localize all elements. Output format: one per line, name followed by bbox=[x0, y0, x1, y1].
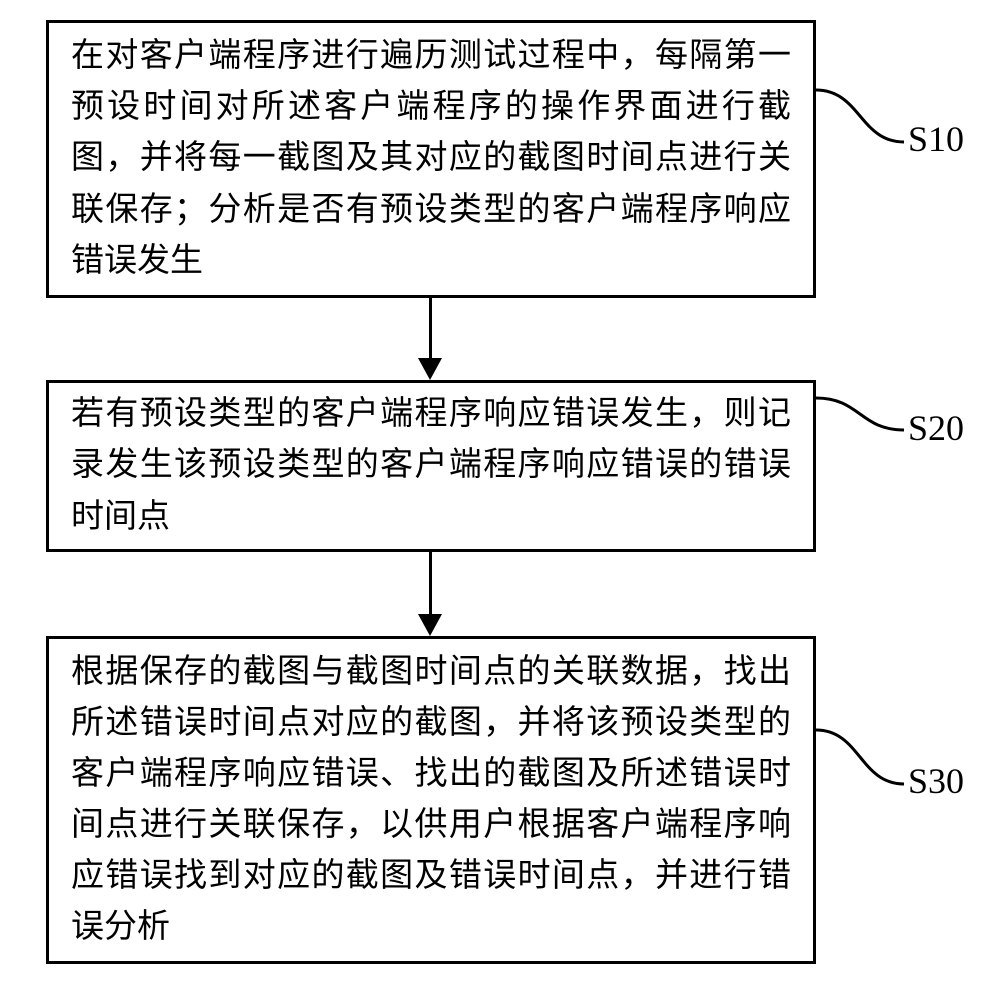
label-s20: S20 bbox=[908, 407, 964, 449]
flow-node-s30-text: 根据保存的截图与截图时间点的关联数据，找出所述错误时间点对应的截图，并将该预设类… bbox=[71, 647, 791, 954]
flow-node-s20: 若有预设类型的客户端程序响应错误发生，则记录发生该预设类型的客户端程序响应错误的… bbox=[46, 380, 816, 552]
flow-node-s30: 根据保存的截图与截图时间点的关联数据，找出所述错误时间点对应的截图，并将该预设类… bbox=[46, 636, 816, 964]
flow-node-s10-text: 在对客户端程序进行遍历测试过程中，每隔第一预设时间对所述客户端程序的操作界面进行… bbox=[71, 31, 791, 287]
label-s30: S30 bbox=[908, 760, 964, 802]
connector-s20 bbox=[816, 398, 908, 434]
flow-node-s10: 在对客户端程序进行遍历测试过程中，每隔第一预设时间对所述客户端程序的操作界面进行… bbox=[46, 20, 816, 298]
arrow-s10-s20-line bbox=[429, 298, 432, 358]
flowchart-canvas: 在对客户端程序进行遍历测试过程中，每隔第一预设时间对所述客户端程序的操作界面进行… bbox=[0, 0, 1000, 982]
arrow-s20-s30-line bbox=[429, 552, 432, 614]
arrow-s20-s30-head bbox=[418, 614, 442, 636]
connector-s30 bbox=[816, 730, 908, 788]
connector-s10 bbox=[816, 90, 908, 146]
flow-node-s20-text: 若有预设类型的客户端程序响应错误发生，则记录发生该预设类型的客户端程序响应错误的… bbox=[71, 389, 791, 542]
arrow-s10-s20-head bbox=[418, 358, 442, 380]
label-s10: S10 bbox=[908, 118, 964, 160]
